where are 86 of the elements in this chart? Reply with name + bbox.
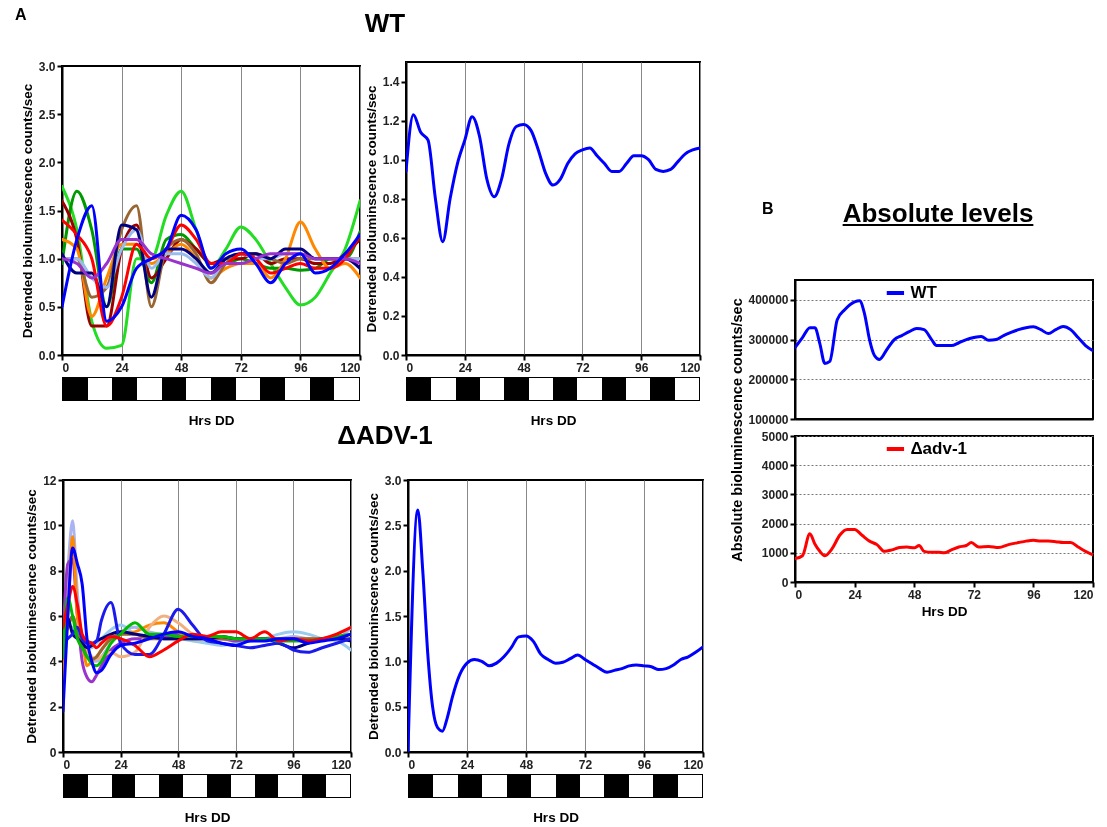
y-tick-label: 2.0 xyxy=(384,564,402,579)
y-tick-label: 100000 xyxy=(748,412,789,427)
y-tick-label: 2.5 xyxy=(38,107,56,122)
x-tick-label: 48 xyxy=(517,360,532,375)
y-tick-label: 1.2 xyxy=(382,114,400,129)
x-tick-label: 72 xyxy=(967,587,982,602)
x-tick-label: 96 xyxy=(287,757,301,772)
y-tick-label: 2 xyxy=(49,700,57,715)
x-tick-label: 24 xyxy=(115,360,130,375)
legend-label: WT xyxy=(910,283,938,302)
y-tick-label: 300000 xyxy=(748,333,789,348)
x-tick-label: 0 xyxy=(408,757,416,772)
x-tick-label: 96 xyxy=(635,360,649,375)
x-tick-label: 120 xyxy=(683,757,704,772)
x-axis-title: Hrs DD xyxy=(533,809,580,825)
y-tick-label: 0.0 xyxy=(384,745,402,760)
chart-title: ΔADV-1 xyxy=(337,420,433,451)
y-axis-title: Absolute bioluminescence counts/sec xyxy=(729,297,745,564)
x-tick-label: 120 xyxy=(331,757,352,772)
x-tick-label: 96 xyxy=(1027,587,1041,602)
y-tick-label: 3000 xyxy=(761,487,789,502)
x-tick-label: 96 xyxy=(294,360,308,375)
y-axis-title: Detrended bioluminescence counts/sec xyxy=(19,83,35,339)
y-tick-label: 200000 xyxy=(748,372,789,387)
y-tick-label: 1.5 xyxy=(38,204,56,218)
x-tick-label: 120 xyxy=(1073,587,1094,602)
x-tick-label: 48 xyxy=(519,757,534,772)
y-tick-label: 2000 xyxy=(761,517,789,532)
y-tick-label: 2.0 xyxy=(38,155,56,170)
y-axis-title: Detrended bioluminescence counts/sec xyxy=(24,488,40,744)
x-tick-label: 120 xyxy=(340,360,361,375)
x-tick-label: 24 xyxy=(848,587,863,602)
x-tick-label: 0 xyxy=(63,757,71,772)
y-tick-label: 0.4 xyxy=(382,270,400,285)
x-tick-label: 48 xyxy=(908,587,922,602)
y-tick-label: 1.0 xyxy=(384,654,402,669)
y-tick-label: 0.2 xyxy=(382,309,400,324)
legend-label: Δadv-1 xyxy=(910,439,968,458)
y-tick-label: 0.5 xyxy=(38,300,56,315)
y-tick-label: 1.0 xyxy=(38,252,56,267)
y-tick-label: 3.0 xyxy=(384,473,402,488)
x-tick-label: 24 xyxy=(458,360,473,375)
text: A xyxy=(15,6,27,24)
text: B xyxy=(762,200,774,218)
x-tick-label: 0 xyxy=(406,360,414,375)
x-tick-label: 72 xyxy=(234,360,249,375)
y-tick-label: 0.6 xyxy=(382,231,400,246)
chart-title: Absolute levels xyxy=(842,198,1034,229)
y-tick-label: 0.0 xyxy=(382,348,400,363)
y-tick-label: 0.8 xyxy=(382,192,400,207)
y-tick-label: 4 xyxy=(49,654,57,669)
y-tick-label: 4000 xyxy=(761,458,789,473)
y-tick-label: 8 xyxy=(49,564,57,579)
y-axis-title: Detrended bioluminscence counts/sec xyxy=(363,85,379,333)
y-tick-label: 12 xyxy=(43,473,57,488)
x-axis-title: Hrs DD xyxy=(921,603,968,619)
y-tick-label: 6 xyxy=(49,609,57,624)
y-tick-label: 0.5 xyxy=(384,700,402,715)
x-tick-label: 24 xyxy=(114,757,129,772)
x-axis-title: Hrs DD xyxy=(530,412,577,428)
y-tick-label: 1.4 xyxy=(382,75,400,90)
y-tick-label: 3.0 xyxy=(38,59,56,74)
x-axis-title: Hrs DD xyxy=(184,809,231,825)
x-tick-label: 120 xyxy=(680,360,701,375)
x-tick-label: 0 xyxy=(795,587,803,602)
y-tick-label: 5000 xyxy=(761,429,789,444)
x-tick-label: 72 xyxy=(229,757,244,772)
x-tick-label: 48 xyxy=(172,757,186,772)
y-tick-label: 400000 xyxy=(748,293,789,308)
x-tick-label: 0 xyxy=(62,360,70,375)
y-tick-label: 2.5 xyxy=(384,518,402,533)
x-tick-label: 24 xyxy=(460,757,475,772)
y-axis-title: Detrended bioluminscence counts/sec xyxy=(365,492,381,740)
x-tick-label: 96 xyxy=(637,757,652,772)
x-axis-title: Hrs DD xyxy=(188,412,235,428)
x-tick-label: 72 xyxy=(576,360,590,375)
x-tick-label: 72 xyxy=(578,757,593,772)
y-tick-label: 1.5 xyxy=(384,609,402,624)
y-tick-label: 0 xyxy=(781,575,789,590)
y-tick-label: 0 xyxy=(49,745,57,760)
x-tick-label: 48 xyxy=(175,360,189,375)
chart-title: WT xyxy=(364,8,406,39)
y-tick-label: 10 xyxy=(43,518,57,533)
y-tick-label: 1000 xyxy=(761,546,789,561)
y-tick-label: 1.0 xyxy=(382,153,400,168)
y-tick-label: 0.0 xyxy=(38,348,56,363)
